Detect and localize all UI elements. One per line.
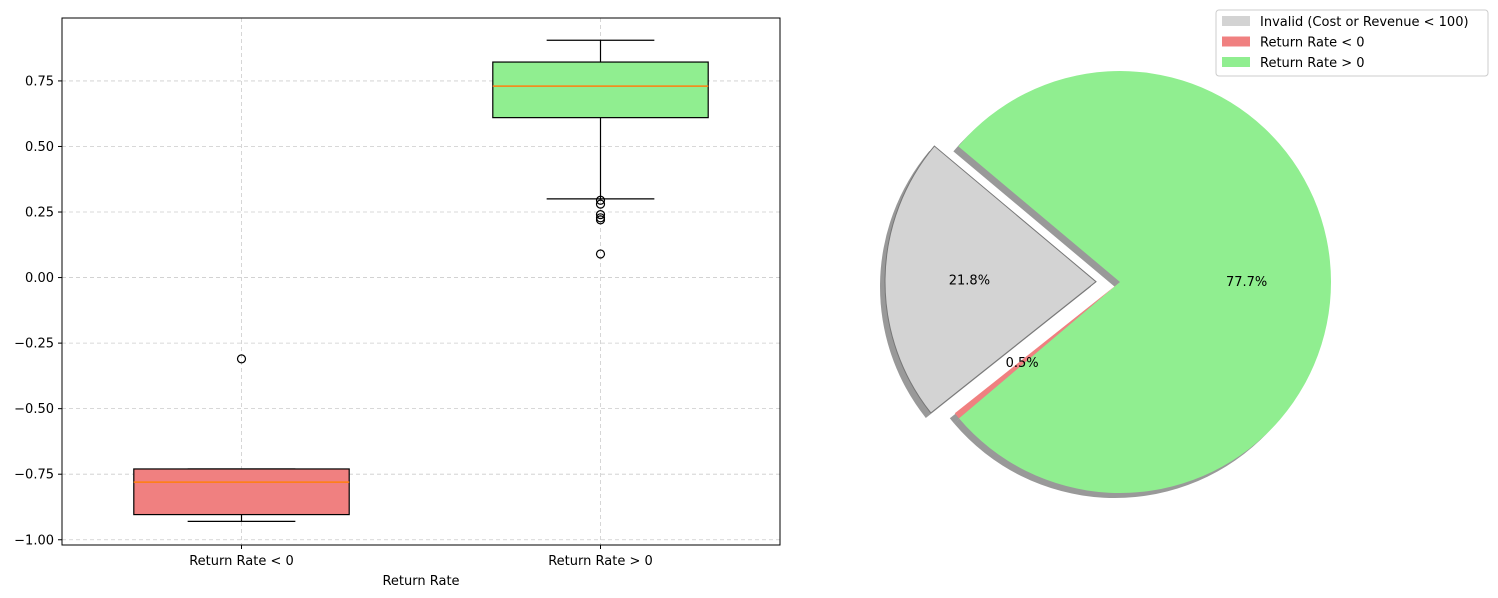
- x-tick-label: Return Rate > 0: [548, 554, 653, 569]
- box-plot: −1.00 −0.75 −0.50 −0.25 0.00 0.25 0.50 0.75 Ret…: [14, 17, 781, 589]
- outlier-point: [595, 195, 606, 205]
- outlier-point: [595, 199, 606, 209]
- pie-slice-negative: [954, 282, 1120, 419]
- legend-swatch: [1222, 16, 1250, 26]
- iqr-box: [492, 61, 709, 119]
- iqr-box: [133, 468, 350, 516]
- x-axis-ticks: Return Rate < 0 Return Rate > 0: [189, 545, 653, 569]
- outlier-point: [236, 354, 247, 364]
- y-tick-label: 0.75: [25, 74, 54, 89]
- box-negative: [133, 354, 350, 523]
- y-tick-label: −0.75: [14, 468, 54, 483]
- outlier-point: [595, 210, 606, 220]
- y-tick-label: 0.50: [25, 140, 54, 155]
- pie-percent-label: 77.7%: [1226, 275, 1267, 290]
- box-plot-boxes: [133, 39, 709, 523]
- y-tick-label: −0.25: [14, 337, 54, 352]
- pie-percent-label: 21.8%: [949, 274, 990, 289]
- pie-chart: 21.8% 0.5% 77.7%: [880, 71, 1331, 499]
- y-axis-ticks: −1.00 −0.75 −0.50 −0.25 0.00 0.25 0.50 0.75: [14, 74, 62, 548]
- legend-label: Return Rate > 0: [1260, 56, 1365, 71]
- pie-slices: [884, 71, 1331, 493]
- outlier-point: [595, 215, 606, 225]
- x-axis-label: Return Rate: [382, 574, 459, 589]
- legend-frame: [1215, 9, 1489, 77]
- y-tick-label: −0.50: [14, 402, 54, 417]
- legend-label: Return Rate < 0: [1260, 36, 1365, 51]
- pie-percent-label: 0.5%: [1006, 356, 1039, 371]
- pie-slice-invalid: [884, 145, 1097, 414]
- box-positive: [492, 39, 709, 259]
- pie-labels: 21.8% 0.5% 77.7%: [949, 274, 1267, 371]
- y-tick-label: −1.00: [14, 533, 54, 548]
- x-tick-label: Return Rate < 0: [189, 554, 294, 569]
- y-tick-label: 0.25: [25, 206, 54, 221]
- legend-swatch: [1222, 36, 1250, 47]
- pie-slice-positive: [958, 71, 1331, 493]
- legend-swatch: [1222, 57, 1250, 67]
- legend: Invalid (Cost or Revenue < 100) Return Ra…: [1215, 9, 1489, 77]
- legend-label: Invalid (Cost or Revenue < 100): [1260, 15, 1469, 30]
- outlier-point: [595, 249, 606, 259]
- y-tick-label: 0.00: [25, 271, 54, 286]
- box-plot-frame: [61, 17, 781, 546]
